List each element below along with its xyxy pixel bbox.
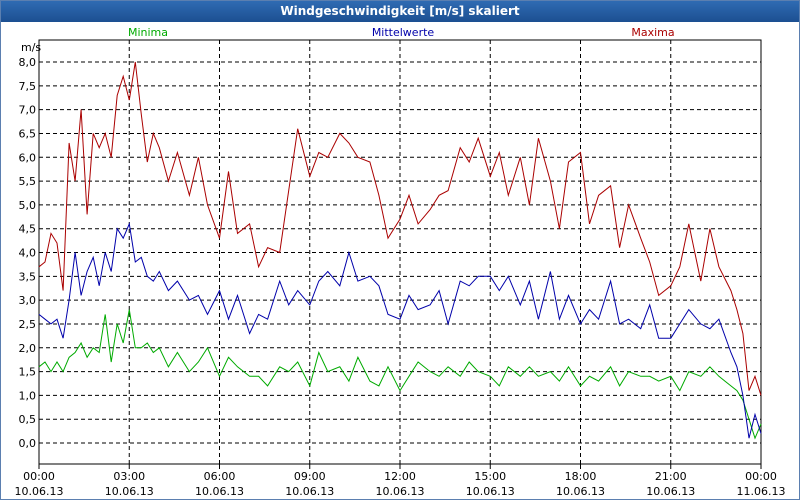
x-tick-date: 10.06.13 — [646, 485, 695, 498]
legend-item-mittelwerte: Mittelwerte — [372, 26, 435, 39]
y-tick-label: 8,0 — [19, 56, 37, 69]
x-tick-time: 00:00 — [23, 470, 55, 483]
y-tick-label: 6,0 — [19, 151, 37, 164]
y-axis: 0,0 0,5 1,0 1,5 2,0 2,5 3,0 3,5 4,0 4,5 5,0 5,5 6,0 6… — [19, 56, 37, 450]
x-tick-date: 10.06.13 — [195, 485, 244, 498]
y-tick-label: 4,5 — [19, 223, 37, 236]
series-line-maxima — [38, 61, 762, 396]
chart-title: Windgeschwindigkeit [m/s] skaliert — [1, 1, 799, 22]
y-tick-label: 1,0 — [19, 389, 37, 402]
y-tick-label: 0,0 — [19, 437, 37, 450]
y-tick-label: 2,5 — [19, 318, 37, 331]
y-axis-label: m/s — [21, 41, 41, 54]
y-tick-label: 0,5 — [19, 413, 37, 426]
y-tick-label: 7,5 — [19, 80, 37, 93]
x-tick-date: 10.06.13 — [285, 485, 334, 498]
x-tick-time: 15:00 — [474, 470, 506, 483]
x-tick-time: 06:00 — [204, 470, 236, 483]
x-tick-time: 09:00 — [294, 470, 326, 483]
x-tick-date: 10.06.13 — [556, 485, 605, 498]
x-tick-date: 10.06.13 — [15, 485, 64, 498]
y-tick-label: 3,0 — [19, 294, 37, 307]
y-tick-label: 5,0 — [19, 199, 37, 212]
legend-item-maxima: Maxima — [631, 26, 674, 39]
y-tick-label: 6,5 — [19, 127, 37, 140]
x-tick-date: 10.06.13 — [466, 485, 515, 498]
x-tick-date: 11.06.13 — [737, 485, 786, 498]
y-tick-label: 2,0 — [19, 342, 37, 355]
series-line-minima — [38, 309, 762, 440]
series-group — [38, 61, 762, 440]
y-tick-label: 5,5 — [19, 175, 37, 188]
y-tick-label: 4,0 — [19, 247, 37, 260]
x-tick-time: 21:00 — [655, 470, 687, 483]
grid — [39, 40, 761, 464]
x-tick-time: 12:00 — [384, 470, 416, 483]
x-tick-time: 03:00 — [113, 470, 145, 483]
x-tick-time: 00:00 — [745, 470, 777, 483]
x-tick-time: 18:00 — [565, 470, 597, 483]
series-line-mittelwerte — [38, 222, 762, 439]
x-axis: 00:00 10.06.13 03:00 10.06.13 06:00 10.06.13 0… — [15, 464, 786, 498]
y-tick-label: 7,0 — [19, 104, 37, 117]
y-tick-label: 1,5 — [19, 366, 37, 379]
x-tick-date: 10.06.13 — [376, 485, 425, 498]
legend: Minima Mittelwerte Maxima — [128, 26, 675, 39]
x-tick-date: 10.06.13 — [105, 485, 154, 498]
legend-item-minima: Minima — [128, 26, 168, 39]
y-tick-label: 3,5 — [19, 270, 37, 283]
